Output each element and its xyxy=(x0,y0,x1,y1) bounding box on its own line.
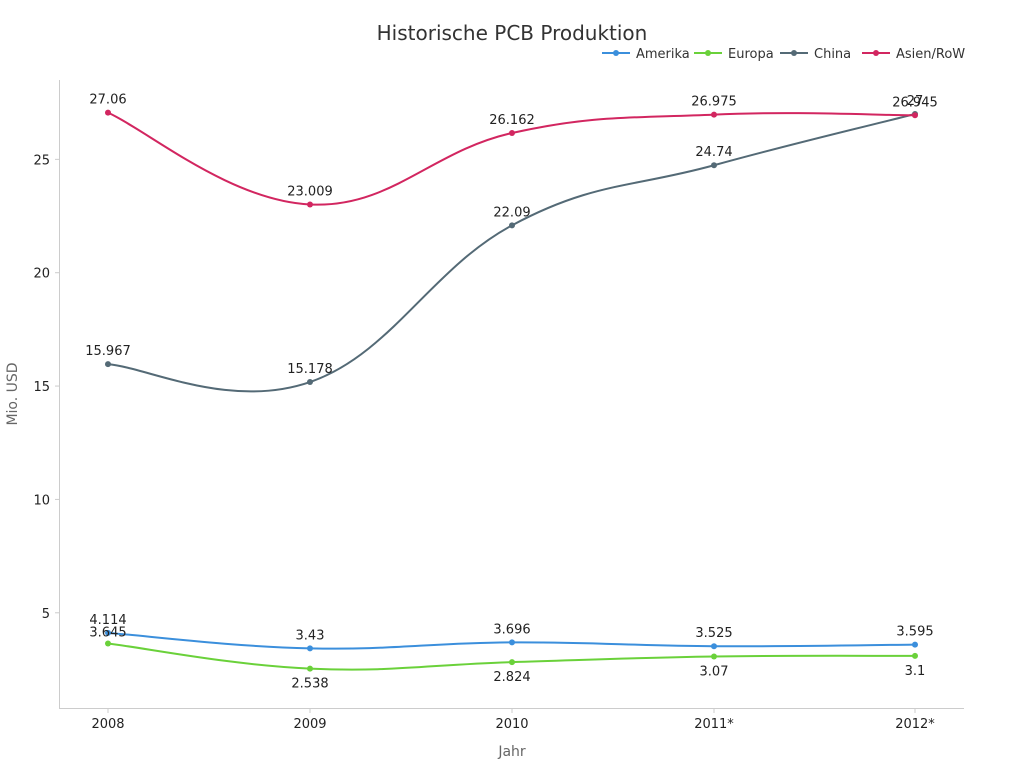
x-tick-label: 2011* xyxy=(694,717,734,732)
series-points xyxy=(105,109,918,672)
x-axis-title: Jahr xyxy=(497,744,526,760)
legend-swatch-marker xyxy=(791,50,797,56)
data-point-europa[interactable] xyxy=(711,653,717,660)
data-label-asien-row: 26.162 xyxy=(489,113,535,128)
legend-label: Asien/RoW xyxy=(896,47,965,62)
data-label-amerika: 4.114 xyxy=(89,613,126,628)
data-point-china[interactable] xyxy=(509,222,515,229)
series-lines xyxy=(107,111,916,671)
data-label-china: 24.74 xyxy=(695,145,732,160)
data-label-asien-row: 27.06 xyxy=(89,93,126,108)
data-label-china: 15.967 xyxy=(85,344,131,359)
x-tick-label: 2008 xyxy=(91,717,124,732)
data-label-china: 27 xyxy=(907,94,924,109)
y-axis-title: Mio. USD xyxy=(5,362,21,425)
data-label-china: 22.09 xyxy=(493,205,530,220)
y-tick-label: 5 xyxy=(42,607,50,622)
data-point-asien-row[interactable] xyxy=(307,201,313,208)
data-point-europa[interactable] xyxy=(105,640,111,647)
x-tick-label: 2010 xyxy=(495,717,528,732)
y-tick-label: 25 xyxy=(33,153,50,168)
data-point-china[interactable] xyxy=(711,162,717,169)
legend-label: Europa xyxy=(728,47,774,62)
legend-label: China xyxy=(814,47,851,62)
data-label-amerika: 3.43 xyxy=(296,628,325,643)
data-point-asien-row[interactable] xyxy=(105,109,111,116)
data-point-europa[interactable] xyxy=(307,665,313,672)
y-tick-label: 20 xyxy=(33,267,50,282)
data-point-asien-row[interactable] xyxy=(509,130,515,137)
data-point-amerika[interactable] xyxy=(912,641,918,648)
y-axis-ticks: 5 10 15 20 25 xyxy=(33,153,60,622)
chart-title: Historische PCB Produktion xyxy=(377,21,648,45)
legend-item-asien-row[interactable]: Asien/RoW xyxy=(862,47,965,62)
legend-label: Amerika xyxy=(636,47,690,62)
legend-swatch-marker xyxy=(705,50,711,56)
data-point-europa[interactable] xyxy=(509,659,515,666)
data-point-europa[interactable] xyxy=(912,652,918,659)
data-label-asien-row: 23.009 xyxy=(287,184,333,199)
data-label-asien-row: 26.975 xyxy=(691,95,737,110)
series-data-labels: 4.114 3.43 3.696 3.525 3.595 3.645 2.538 2.824 3… xyxy=(85,93,938,692)
legend-swatch-marker xyxy=(873,50,879,56)
data-point-china[interactable] xyxy=(105,361,111,368)
data-label-europa: 2.538 xyxy=(291,677,328,692)
legend-swatch-marker xyxy=(613,50,619,56)
legend-item-amerika[interactable]: Amerika xyxy=(602,47,690,62)
x-tick-label: 2009 xyxy=(293,717,326,732)
data-label-europa: 3.1 xyxy=(905,664,926,679)
data-point-china[interactable] xyxy=(307,379,313,386)
data-label-amerika: 3.525 xyxy=(695,626,732,641)
data-point-asien-row[interactable] xyxy=(711,111,717,118)
data-point-amerika[interactable] xyxy=(711,643,717,650)
y-tick-label: 15 xyxy=(33,380,50,395)
series-line-europa xyxy=(107,642,916,671)
data-label-europa: 3.07 xyxy=(700,665,729,680)
series-line-china xyxy=(107,113,916,393)
data-label-europa: 2.824 xyxy=(493,670,530,685)
legend-item-europa[interactable]: Europa xyxy=(694,47,774,62)
data-point-amerika[interactable] xyxy=(509,639,515,646)
data-label-amerika: 3.696 xyxy=(493,622,530,637)
y-tick-label: 10 xyxy=(33,493,50,508)
data-label-amerika: 3.595 xyxy=(896,625,933,640)
data-label-europa: 3.645 xyxy=(89,625,126,640)
x-axis-ticks: 2008 2009 2010 2011* 2012* xyxy=(91,708,935,732)
data-point-asien-row[interactable] xyxy=(912,112,918,119)
data-point-amerika[interactable] xyxy=(105,629,111,636)
legend: Amerika Europa China Asien/RoW xyxy=(602,47,965,62)
data-label-china: 15.178 xyxy=(287,362,333,377)
data-point-amerika[interactable] xyxy=(307,645,313,652)
x-tick-label: 2012* xyxy=(895,717,935,732)
data-label-asien-row: 26.945 xyxy=(892,95,938,110)
legend-item-china[interactable]: China xyxy=(780,47,851,62)
